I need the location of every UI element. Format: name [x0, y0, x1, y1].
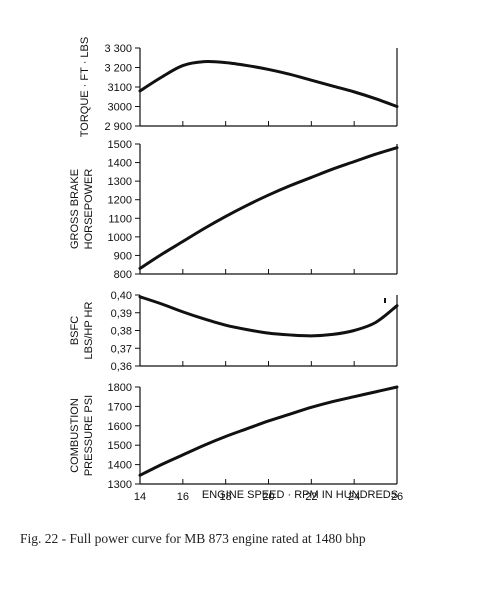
y-tick-label: 0,38	[111, 326, 132, 338]
y-axis-label: PRESSURE PSI	[83, 395, 95, 476]
y-tick-label: 3 300	[104, 43, 132, 55]
y-tick-label: 3 200	[104, 63, 132, 75]
series-line	[138, 60, 399, 108]
x-tick-label: 18	[220, 491, 232, 503]
y-tick-label: 1500	[108, 440, 132, 452]
y-tick-label: 1500	[108, 139, 132, 151]
y-axis-label: GROSS BRAKE	[69, 169, 81, 249]
y-tick-label: 0,36	[111, 361, 132, 373]
y-tick-label: 900	[114, 250, 132, 262]
x-axis-label: ENGINE SPEED · RPM IN HUNDREDS	[202, 489, 398, 501]
x-tick-label: 26	[391, 491, 403, 503]
y-tick-label: 1100	[108, 213, 132, 225]
figure-caption: Fig. 22 - Full power curve for MB 873 en…	[20, 531, 366, 546]
series-line	[138, 146, 399, 270]
y-axis-label: HORSEPOWER	[83, 169, 95, 250]
y-axis-label: TORQUE · FT · LBS	[79, 37, 91, 137]
y-axis-label: BSFC	[69, 316, 81, 345]
y-tick-label: 0,37	[111, 343, 132, 355]
x-tick-label: 24	[348, 491, 360, 503]
y-tick-label: 3000	[108, 102, 132, 114]
engine-power-curve-chart: 2 900 3000 3100 3 200 3 300 TORQUE · FT · LBS…	[69, 37, 403, 503]
y-tick-label: 0,39	[111, 308, 132, 320]
x-tick-label: 20	[262, 491, 274, 503]
x-tick-label: 16	[177, 491, 189, 503]
y-axis-label: LBS/HP HR	[83, 302, 95, 360]
x-tick-label: 22	[305, 491, 317, 503]
y-tick-label: 1400	[108, 158, 132, 170]
y-tick-label: 1800	[108, 382, 132, 394]
y-tick-label: 2 900	[104, 121, 132, 133]
y-tick-label: 1200	[108, 195, 132, 207]
y-tick-label: 1600	[108, 421, 132, 433]
y-tick-label: 1300	[108, 479, 132, 491]
x-tick-label: 14	[134, 491, 146, 503]
y-tick-label: 800	[114, 269, 132, 281]
series-line	[138, 295, 399, 338]
y-tick-label: 0,40	[111, 290, 132, 302]
y-tick-label: 1300	[108, 176, 132, 188]
y-tick-label: 3100	[108, 82, 132, 94]
series-line	[138, 385, 399, 477]
y-tick-label: 1400	[108, 460, 132, 472]
y-tick-label: 1700	[108, 401, 132, 413]
y-tick-label: 1000	[108, 232, 132, 244]
y-axis-label: COMBUSTION	[69, 398, 81, 473]
